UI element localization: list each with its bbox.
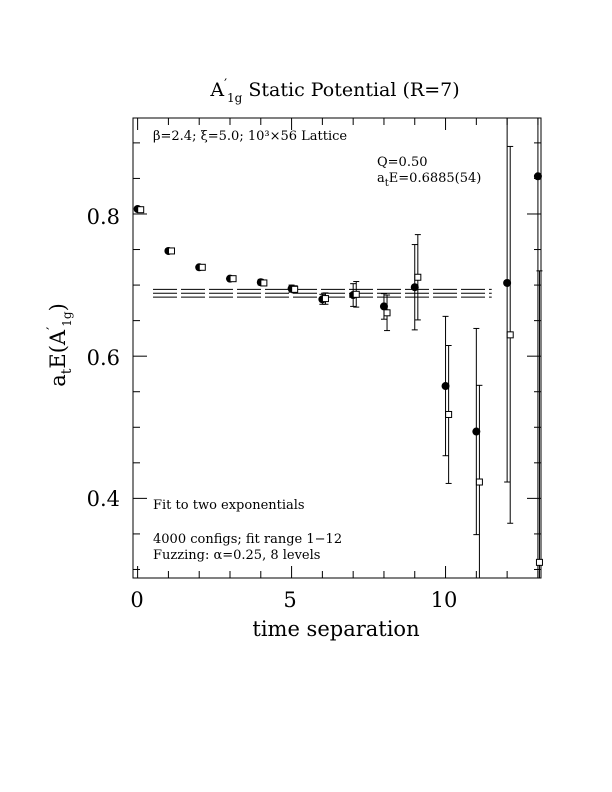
data-point-square [291,285,299,293]
x-tick-label-10: 10 [431,588,458,612]
data-point-circle [472,427,481,436]
energy-a: a [377,171,385,186]
x-tick-label-5: 5 [283,588,296,612]
y-label-end: ) [46,303,70,311]
annotation-fit-type: Fit to two exponentials [153,498,305,513]
data-point-square [137,206,145,214]
y-axis-label: atE(A′1g) [45,303,75,387]
annotation-q-value: Q=0.50 [377,155,428,170]
annotation-configs: 4000 configs; fit range 1−12 [153,532,342,547]
y-label-sub-1g: 1g [60,311,74,327]
plot-frame [132,117,542,579]
title-main: A [209,79,224,101]
data-point-square [352,290,360,298]
data-point-circle [503,278,512,287]
data-point-square [198,263,206,271]
data-series [133,118,543,578]
data-point-circle [441,382,450,391]
title-prime: ′ [224,77,227,92]
data-point-circle [533,172,542,181]
y-label-a: a [46,374,70,387]
data-point-square [475,478,483,486]
energy-value: E=0.6885(54) [389,171,482,186]
data-point-square [506,331,514,339]
annotation-energy: atE=0.6885(54) [377,171,481,189]
y-label-sub-t: t [59,368,75,374]
y-label-prime: ′ [45,327,61,330]
y-tick-label-0-4: 0.4 [87,487,120,511]
x-axis-label: time separation [252,617,419,641]
data-point-square [229,275,237,283]
x-tick-label-0: 0 [130,588,143,612]
annotation-lattice: β=2.4; ξ=5.0; 10³×56 Lattice [153,129,347,144]
y-tick-label-0-6: 0.6 [87,346,120,370]
data-point-square [260,279,268,287]
data-point-circle [410,283,419,292]
y-label-mid: E(A [46,329,70,369]
data-point-square [535,558,543,566]
title-rest: Static Potential (R=7) [242,79,459,101]
annotation-fuzzing: Fuzzing: α=0.25, 8 levels [153,548,320,563]
data-point-circle [379,302,388,311]
energy-sub-t: t [385,178,389,189]
data-point-square [321,295,329,303]
title-subscript: 1g [227,91,243,105]
y-tick-label-0-8: 0.8 [87,205,120,229]
data-point-square [414,273,422,281]
chart-title: A′1g Static Potential (R=7) [209,77,459,105]
data-point-square [383,309,391,317]
data-point-square [445,410,453,418]
data-point-square [167,247,175,255]
